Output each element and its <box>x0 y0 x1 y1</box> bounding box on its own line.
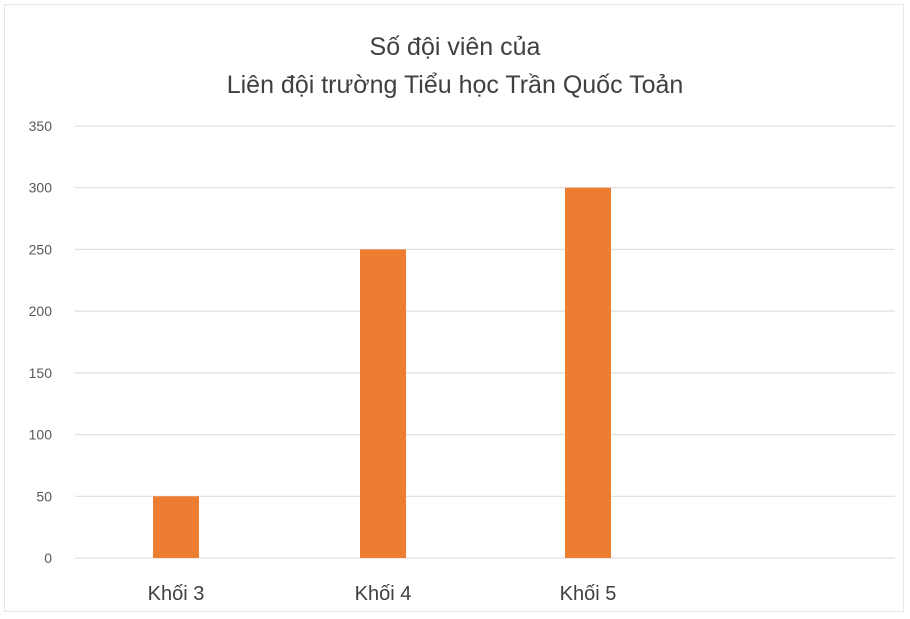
y-axis-ticks: 0 50 100 150 200 250 300 350 <box>29 118 53 566</box>
y-tick-label: 0 <box>44 550 52 566</box>
chart-title-line-1: Số đội viên của <box>369 33 541 61</box>
bar <box>360 249 406 558</box>
x-category-label: Khối 3 <box>148 583 205 605</box>
chart-title-line-2: Liên đội trường Tiểu học Trần Quốc Toản <box>226 71 684 99</box>
x-category-label: Khối 5 <box>560 583 617 605</box>
y-tick-label: 150 <box>29 365 53 381</box>
y-tick-label: 100 <box>29 427 53 443</box>
y-tick-label: 200 <box>29 303 53 319</box>
x-axis-labels: Khối 3 Khối 4 Khối 5 <box>148 583 617 605</box>
bar <box>565 187 611 558</box>
bar <box>153 496 199 558</box>
y-tick-label: 250 <box>29 241 53 257</box>
y-tick-label: 50 <box>36 488 52 504</box>
y-tick-label: 300 <box>29 180 53 196</box>
chart-title: Số đội viên của Liên đội trường Tiểu học… <box>0 28 910 104</box>
gridlines <box>75 125 895 559</box>
x-category-label: Khối 4 <box>355 583 412 605</box>
y-tick-label: 350 <box>29 118 53 134</box>
bars <box>153 187 611 558</box>
